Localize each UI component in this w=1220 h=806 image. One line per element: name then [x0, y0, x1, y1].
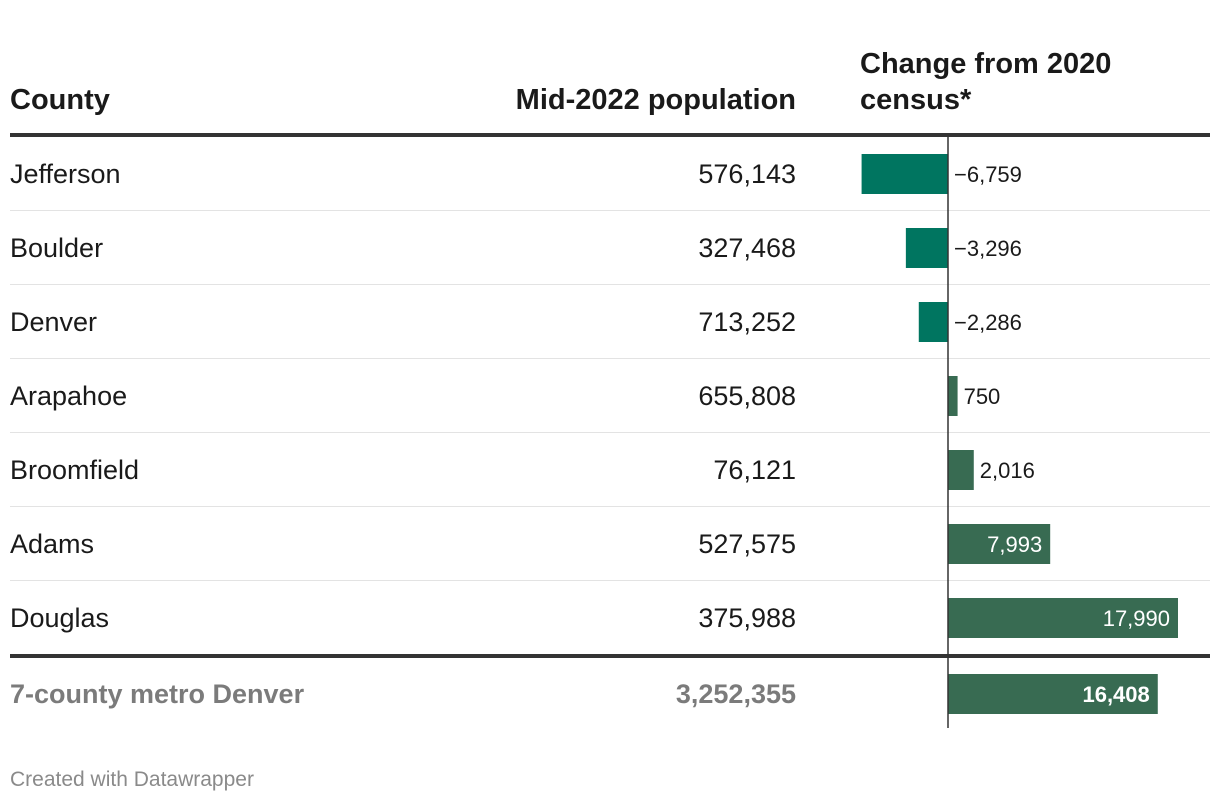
county-name: Arapahoe [10, 381, 128, 411]
row-divider [10, 358, 1210, 359]
change-value-label: 2,016 [980, 458, 1035, 483]
row-divider [10, 580, 1210, 581]
county-name: Denver [10, 307, 98, 337]
row-divider [10, 432, 1210, 433]
row-divider [10, 210, 1210, 211]
population-value: 655,808 [698, 381, 796, 411]
population-value: 527,575 [698, 529, 796, 559]
change-value-label: −2,286 [954, 310, 1022, 335]
total-divider [10, 654, 1210, 658]
population-value: 327,468 [698, 233, 796, 263]
county-name: Broomfield [10, 455, 140, 485]
change-value-label: 17,990 [1103, 606, 1170, 631]
population-value: 375,988 [698, 603, 796, 633]
population-value: 576,143 [698, 159, 796, 189]
datawrapper-credit: Created with Datawrapper [10, 768, 254, 791]
population-value: 76,121 [713, 455, 796, 485]
change-value-label: 750 [964, 384, 1001, 409]
change-column-header: Change from 2020 census* [860, 48, 1112, 116]
total-population: 3,252,355 [675, 679, 796, 709]
change-value-label: 7,993 [987, 532, 1042, 557]
change-bar [905, 228, 948, 268]
total-change-label: 16,408 [1082, 682, 1149, 707]
county-name: Douglas [10, 603, 110, 633]
county-name: Boulder [10, 233, 104, 263]
change-bar [861, 154, 948, 194]
change-bar [948, 524, 1051, 564]
county-name: Adams [10, 529, 95, 559]
population-column-header: Mid-2022 population [515, 84, 796, 116]
row-divider [10, 506, 1210, 507]
total-label: 7-county metro Denver [10, 679, 305, 709]
county-name: Jefferson [10, 159, 121, 189]
total-change-bar [948, 674, 1158, 714]
change-value-label: −3,296 [954, 236, 1022, 261]
change-bar [948, 376, 958, 416]
population-value: 713,252 [698, 307, 796, 337]
change-value-label: −6,759 [954, 162, 1022, 187]
county-column-header: County [10, 84, 110, 116]
header-divider [10, 133, 1210, 137]
row-divider [10, 284, 1210, 285]
change-bar [948, 598, 1178, 638]
change-bar [948, 450, 974, 490]
change-bar [918, 302, 948, 342]
